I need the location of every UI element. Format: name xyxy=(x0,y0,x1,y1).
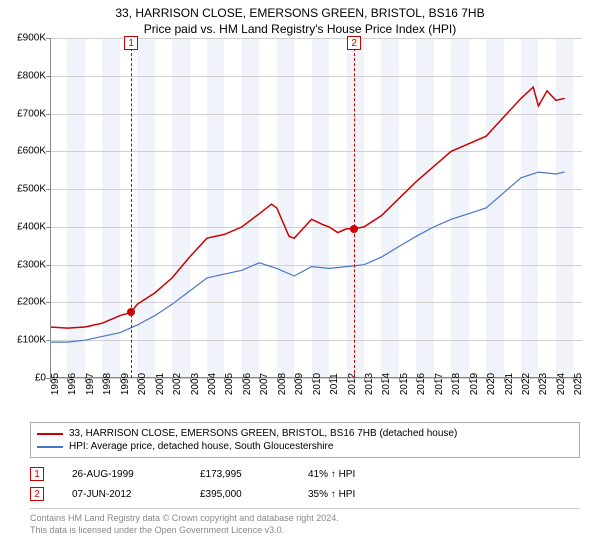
x-tick-label: 2022 xyxy=(521,373,532,395)
x-tick-label: 1997 xyxy=(85,373,96,395)
footer-line1: Contains HM Land Registry data © Crown c… xyxy=(30,513,580,525)
sale-event-line xyxy=(354,38,355,378)
y-tick-label: £500K xyxy=(17,184,50,195)
y-tick-label: £400K xyxy=(17,221,50,232)
sale-hpi-diff: 41% ↑ HPI xyxy=(308,469,355,480)
sale-date: 26-AUG-1999 xyxy=(72,469,172,480)
x-tick-label: 2003 xyxy=(190,373,201,395)
x-tick-label: 2009 xyxy=(294,373,305,395)
legend-swatch xyxy=(37,446,63,448)
title-block: 33, HARRISON CLOSE, EMERSONS GREEN, BRIS… xyxy=(0,0,600,38)
sale-event-badge: 1 xyxy=(124,36,138,50)
sale-marker xyxy=(350,225,358,233)
sale-marker xyxy=(127,308,135,316)
legend-row: 33, HARRISON CLOSE, EMERSONS GREEN, BRIS… xyxy=(37,427,573,440)
x-tick-label: 2016 xyxy=(416,373,427,395)
series-hpi xyxy=(50,172,565,342)
sale-badge: 2 xyxy=(30,487,44,501)
x-tick-label: 2004 xyxy=(207,373,218,395)
y-tick-label: £900K xyxy=(17,33,50,44)
x-tick-label: 2011 xyxy=(329,373,340,395)
sale-hpi-diff: 35% ↑ HPI xyxy=(308,489,355,500)
x-tick-label: 1999 xyxy=(120,373,131,395)
y-axis xyxy=(50,38,51,378)
sale-date: 07-JUN-2012 xyxy=(72,489,172,500)
sale-event-line xyxy=(131,38,132,378)
x-tick-label: 2010 xyxy=(312,373,323,395)
y-tick-label: £200K xyxy=(17,297,50,308)
legend-swatch xyxy=(37,433,63,435)
y-tick-label: £800K xyxy=(17,70,50,81)
sale-event-badge: 2 xyxy=(347,36,361,50)
x-tick-label: 2012 xyxy=(347,373,358,395)
x-tick-label: 2017 xyxy=(434,373,445,395)
legend-row: HPI: Average price, detached house, Sout… xyxy=(37,440,573,453)
line-series-svg xyxy=(50,38,582,378)
y-tick-label: £0 xyxy=(35,373,50,384)
x-tick-label: 1998 xyxy=(102,373,113,395)
y-tick-label: £100K xyxy=(17,335,50,346)
x-tick-label: 2014 xyxy=(381,373,392,395)
y-tick-label: £700K xyxy=(17,108,50,119)
x-tick-label: 2025 xyxy=(573,373,584,395)
sale-badge: 1 xyxy=(30,467,44,481)
x-tick-label: 2023 xyxy=(538,373,549,395)
x-tick-label: 2007 xyxy=(259,373,270,395)
x-tick-label: 2008 xyxy=(277,373,288,395)
legend-label: HPI: Average price, detached house, Sout… xyxy=(69,441,333,452)
footer-line2: This data is licensed under the Open Gov… xyxy=(30,525,580,537)
y-tick-label: £600K xyxy=(17,146,50,157)
x-tick-label: 2005 xyxy=(224,373,235,395)
x-tick-label: 2018 xyxy=(451,373,462,395)
x-tick-label: 2019 xyxy=(469,373,480,395)
legend: 33, HARRISON CLOSE, EMERSONS GREEN, BRIS… xyxy=(30,422,580,458)
chart-plot-area: £0£100K£200K£300K£400K£500K£600K£700K£80… xyxy=(50,38,582,378)
x-tick-label: 2015 xyxy=(399,373,410,395)
x-tick-label: 2002 xyxy=(172,373,183,395)
x-tick-label: 2006 xyxy=(242,373,253,395)
sales-table: 1 26-AUG-1999 £173,995 41% ↑ HPI 2 07-JUN-201… xyxy=(30,464,580,504)
sale-price: £173,995 xyxy=(200,469,280,480)
x-tick-label: 2001 xyxy=(155,373,166,395)
x-tick-label: 2000 xyxy=(137,373,148,395)
y-tick-label: £300K xyxy=(17,259,50,270)
chart-subtitle: Price paid vs. HM Land Registry's House … xyxy=(0,22,600,36)
chart-title: 33, HARRISON CLOSE, EMERSONS GREEN, BRIS… xyxy=(0,6,600,20)
x-tick-label: 2024 xyxy=(556,373,567,395)
x-tick-label: 2020 xyxy=(486,373,497,395)
sale-price: £395,000 xyxy=(200,489,280,500)
x-tick-label: 2013 xyxy=(364,373,375,395)
chart-container: { "title": "33, HARRISON CLOSE, EMERSONS… xyxy=(0,0,600,560)
legend-label: 33, HARRISON CLOSE, EMERSONS GREEN, BRIS… xyxy=(69,428,457,439)
x-tick-label: 2021 xyxy=(504,373,515,395)
sale-row: 1 26-AUG-1999 £173,995 41% ↑ HPI xyxy=(30,464,580,484)
footer-attribution: Contains HM Land Registry data © Crown c… xyxy=(30,508,580,536)
x-tick-label: 1995 xyxy=(50,373,61,395)
sale-row: 2 07-JUN-2012 £395,000 35% ↑ HPI xyxy=(30,484,580,504)
x-tick-label: 1996 xyxy=(67,373,78,395)
